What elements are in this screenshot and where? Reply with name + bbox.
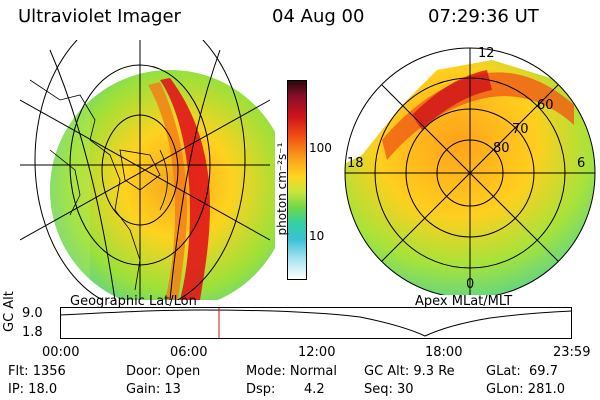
left-panel-caption: Geographic Lat/Lon — [70, 294, 197, 309]
altitude-curve — [60, 309, 572, 337]
mlt-label-0: 0 — [466, 277, 475, 292]
orbit-altitude-plot — [60, 307, 572, 339]
colorbar — [287, 80, 307, 280]
mlt-label-12: 12 — [478, 46, 495, 61]
stat-gain: Gain: 13 — [126, 382, 181, 397]
mlt-label-6: 6 — [577, 156, 586, 171]
mlt-label-18: 18 — [347, 156, 364, 171]
geographic-image-panel — [20, 40, 275, 300]
orbit-xtick-0600: 06:00 — [170, 345, 208, 360]
mlat-label-80: 80 — [493, 141, 510, 156]
mlat-label-70: 70 — [512, 122, 529, 137]
right-panel-caption: Apex MLat/MLT — [415, 294, 513, 309]
orbit-xtick-1200: 12:00 — [298, 345, 336, 360]
orbit-xtick-0000: 00:00 — [42, 345, 80, 360]
stat-dsp-value: 4.2 — [304, 382, 325, 397]
stat-door: Door: Open — [126, 364, 201, 379]
stat-flt: Flt: 1356 — [8, 364, 66, 379]
stat-glon: GLon: 281.0 — [486, 382, 566, 397]
stat-seq: Seq: 30 — [364, 382, 414, 397]
magnetic-polar-panel — [344, 47, 596, 295]
mlat-label-60: 60 — [537, 98, 554, 113]
uv-emission-image — [50, 70, 275, 300]
stat-mode: Mode: Normal — [246, 364, 337, 379]
image-time: 07:29:36 UT — [428, 6, 539, 27]
orbit-ytick-max: 9.0 — [22, 306, 43, 321]
colorbar-tick-10: 10 — [309, 229, 325, 243]
stat-glat: GLat: 69.7 — [486, 364, 558, 379]
orbit-ytick-min: 1.8 — [22, 325, 43, 340]
lat-lon-grid — [20, 40, 271, 300]
orbit-xtick-2359: 23:59 — [553, 345, 591, 360]
instrument-title: Ultraviolet Imager — [18, 6, 181, 27]
stat-dsp-label: Dsp: — [246, 382, 276, 397]
colorbar-unit-label: photon cm⁻²s⁻¹ — [275, 142, 289, 236]
coastlines — [29, 79, 168, 291]
stat-ip: IP: 18.0 — [8, 382, 58, 397]
mlat-mlt-grid — [344, 47, 596, 295]
stat-gc-alt: GC Alt: 9.3 Re — [364, 364, 455, 379]
image-date: 04 Aug 00 — [272, 6, 365, 27]
orbit-ylabel: GC Alt — [2, 291, 17, 332]
colorbar-tick-100: 100 — [309, 141, 332, 155]
orbit-xtick-1800: 18:00 — [425, 345, 463, 360]
